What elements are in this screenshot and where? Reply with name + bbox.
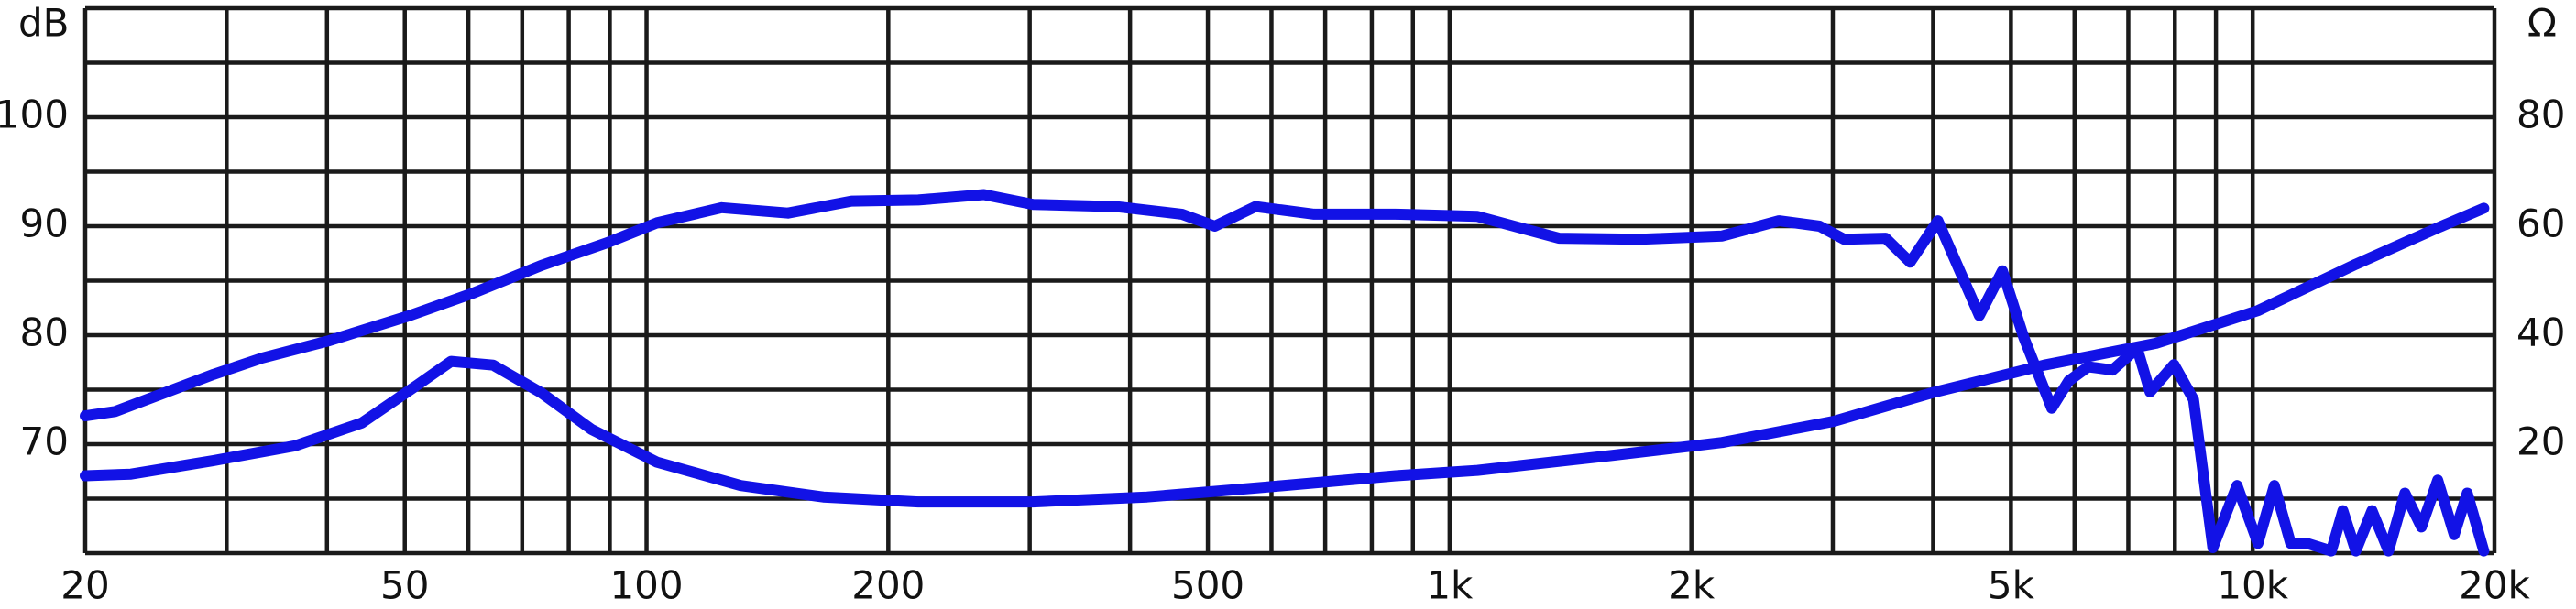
x-tick-label: 20k (2459, 563, 2530, 608)
y-tick-label: 90 (20, 201, 69, 246)
x-tick-label: 50 (380, 563, 429, 608)
x-tick-label: 10k (2217, 563, 2288, 608)
x-tick-label: 500 (1171, 563, 1244, 608)
x-tick-label: 20 (60, 563, 109, 608)
y2-tick-label: 60 (2516, 201, 2565, 246)
y2-tick-label: 80 (2516, 92, 2565, 137)
x-tick-label: 100 (609, 563, 683, 608)
y-tick-label: 100 (0, 92, 69, 137)
y2-tick-label: 40 (2516, 310, 2565, 355)
y-tick-label: 70 (20, 419, 69, 464)
x-tick-label: 200 (851, 563, 925, 608)
data-line (80, 189, 2490, 557)
data-line (80, 202, 2490, 508)
y-axis-label: dB (18, 1, 69, 46)
y-tick-label: 80 (20, 310, 69, 355)
y2-axis-label: Ω (2527, 1, 2557, 46)
y2-tick-label: 20 (2516, 419, 2565, 464)
x-tick-label: 5k (1988, 563, 2035, 608)
x-tick-label: 1k (1426, 563, 1474, 608)
x-tick-label: 2k (1668, 563, 1716, 608)
